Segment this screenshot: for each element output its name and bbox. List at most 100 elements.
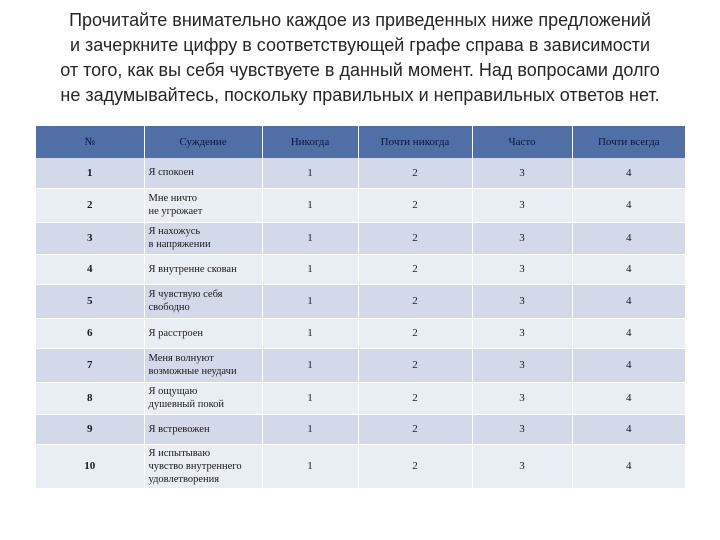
score-almost-never[interactable]: 2 xyxy=(358,318,473,349)
statement-line: душевный покой xyxy=(148,399,225,410)
row-number: 4 xyxy=(36,254,145,285)
score-almost-always[interactable]: 4 xyxy=(572,348,685,383)
score-almost-never[interactable]: 2 xyxy=(358,414,473,445)
score-almost-never[interactable]: 2 xyxy=(358,254,473,285)
header-often: Часто xyxy=(472,126,573,158)
score-almost-never[interactable]: 2 xyxy=(358,444,473,489)
score-never[interactable]: 1 xyxy=(262,318,359,349)
row-number: 2 xyxy=(36,188,145,223)
row-statement: Меня волнуют возможные неудачи xyxy=(144,348,263,383)
row-number: 3 xyxy=(36,222,145,255)
score-never[interactable]: 1 xyxy=(262,444,359,489)
row-statement: Мне ничто не угрожает xyxy=(144,188,263,223)
score-often[interactable]: 3 xyxy=(472,158,573,189)
score-often[interactable]: 3 xyxy=(472,318,573,349)
score-never[interactable]: 1 xyxy=(262,382,359,415)
table-row: 2 Мне ничто не угрожает 1 2 3 4 xyxy=(36,188,685,223)
table-header-row: № Суждение Никогда Почти никогда Часто П… xyxy=(36,126,685,158)
score-often[interactable]: 3 xyxy=(472,284,573,319)
header-never: Никогда xyxy=(262,126,359,158)
statement-line: удовлетворения xyxy=(148,473,220,485)
score-almost-never[interactable]: 2 xyxy=(358,188,473,223)
row-number: 8 xyxy=(36,382,145,415)
statement-line: Я испытываю xyxy=(148,447,211,459)
score-often[interactable]: 3 xyxy=(472,188,573,223)
row-statement: Я нахожусь в напряжении xyxy=(144,222,263,255)
score-almost-always[interactable]: 4 xyxy=(572,414,685,445)
score-often[interactable]: 3 xyxy=(472,222,573,255)
statement-line: Я чувствую себя xyxy=(148,289,223,300)
row-statement: Я ощущаю душевный покой xyxy=(144,382,263,415)
score-almost-never[interactable]: 2 xyxy=(358,382,473,415)
statement-line: не угрожает xyxy=(148,206,203,217)
row-statement: Я расстроен xyxy=(144,318,263,349)
score-almost-always[interactable]: 4 xyxy=(572,318,685,349)
score-never[interactable]: 1 xyxy=(262,284,359,319)
score-almost-always[interactable]: 4 xyxy=(572,158,685,189)
table-row: 7 Меня волнуют возможные неудачи 1 2 3 4 xyxy=(36,348,685,383)
statement-line: в напряжении xyxy=(148,239,211,250)
statement-line: Я ощущаю xyxy=(148,386,198,397)
score-often[interactable]: 3 xyxy=(472,414,573,445)
statement-line: свободно xyxy=(148,302,190,313)
statement-line: чувство внутреннего xyxy=(148,460,242,472)
row-number: 7 xyxy=(36,348,145,383)
statement-line: Мне ничто xyxy=(148,193,197,204)
instructions-text: Прочитайте внимательно каждое из приведе… xyxy=(30,8,690,108)
statement-line: Меня волнуют xyxy=(148,353,214,364)
score-almost-never[interactable]: 2 xyxy=(358,222,473,255)
score-never[interactable]: 1 xyxy=(262,222,359,255)
row-number: 6 xyxy=(36,318,145,349)
row-statement: Я спокоен xyxy=(144,158,263,189)
instructions-line: Прочитайте внимательно каждое из приведе… xyxy=(69,10,651,30)
table-row: 10 Я испытываю чувство внутреннего удовлетв… xyxy=(36,444,685,489)
statement-line: Я внутренне скован xyxy=(148,263,237,275)
score-never[interactable]: 1 xyxy=(262,414,359,445)
score-almost-always[interactable]: 4 xyxy=(572,222,685,255)
row-statement: Я испытываю чувство внутреннего удовлетвор… xyxy=(144,444,263,489)
header-statement: Суждение xyxy=(144,126,263,158)
score-never[interactable]: 1 xyxy=(262,188,359,223)
statement-line: Я расстроен xyxy=(148,327,203,339)
score-almost-always[interactable]: 4 xyxy=(572,284,685,319)
score-often[interactable]: 3 xyxy=(472,348,573,383)
row-number: 1 xyxy=(36,158,145,189)
score-often[interactable]: 3 xyxy=(472,254,573,285)
score-almost-never[interactable]: 2 xyxy=(358,348,473,383)
score-almost-never[interactable]: 2 xyxy=(358,158,473,189)
score-often[interactable]: 3 xyxy=(472,444,573,489)
statement-line: Я нахожусь xyxy=(148,226,201,237)
instructions-line: от того, как вы себя чувствуете в данный… xyxy=(60,60,660,80)
header-number: № xyxy=(36,126,145,158)
row-statement: Я встревожен xyxy=(144,414,263,445)
score-almost-always[interactable]: 4 xyxy=(572,444,685,489)
score-almost-never[interactable]: 2 xyxy=(358,284,473,319)
score-never[interactable]: 1 xyxy=(262,348,359,383)
score-almost-always[interactable]: 4 xyxy=(572,382,685,415)
score-almost-always[interactable]: 4 xyxy=(572,254,685,285)
row-statement: Я чувствую себя свободно xyxy=(144,284,263,319)
statement-line: Я встревожен xyxy=(148,423,210,435)
row-number: 9 xyxy=(36,414,145,445)
score-never[interactable]: 1 xyxy=(262,254,359,285)
survey-table: № Суждение Никогда Почти никогда Часто П… xyxy=(36,126,685,489)
row-number: 10 xyxy=(36,444,145,489)
statement-line: возможные неудачи xyxy=(148,366,237,377)
header-almost-never: Почти никогда xyxy=(358,126,473,158)
instructions-line: не задумывайтесь, поскольку правильных и… xyxy=(60,85,660,105)
score-often[interactable]: 3 xyxy=(472,382,573,415)
score-almost-always[interactable]: 4 xyxy=(572,188,685,223)
header-almost-always: Почти всегда xyxy=(572,126,685,158)
instructions-line: и зачеркните цифру в соответствующей гра… xyxy=(70,35,650,55)
score-never[interactable]: 1 xyxy=(262,158,359,189)
row-statement: Я внутренне скован xyxy=(144,254,263,285)
row-number: 5 xyxy=(36,284,145,319)
